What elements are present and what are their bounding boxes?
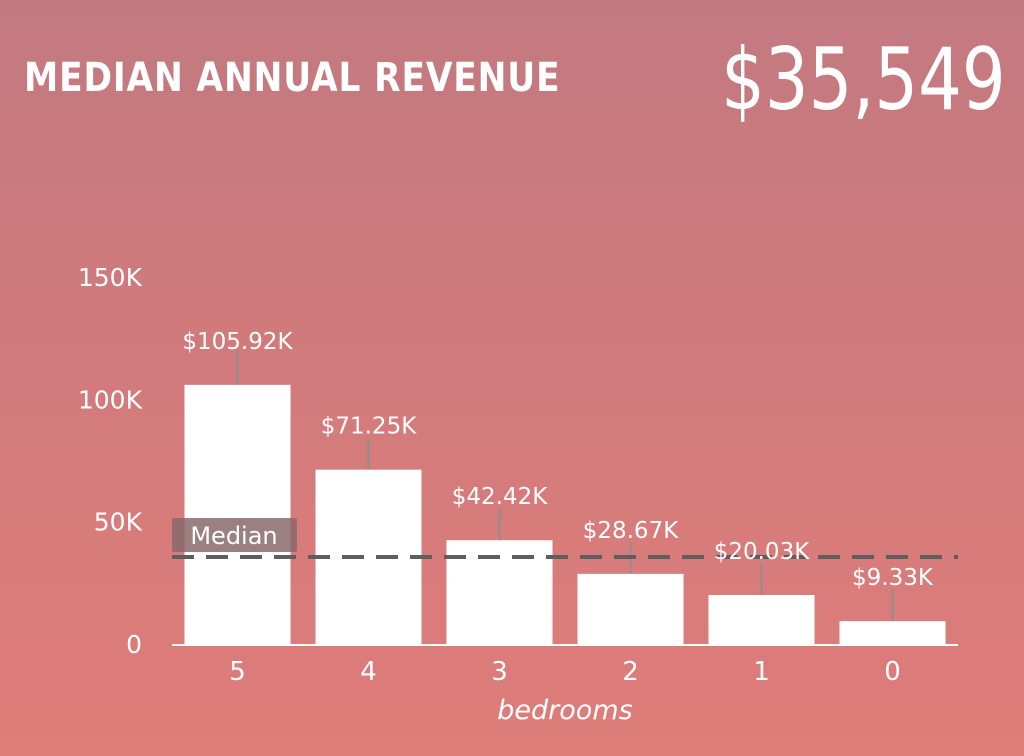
y-tick-label: 0 bbox=[126, 630, 142, 659]
bar bbox=[839, 621, 946, 644]
median-label: Median bbox=[190, 522, 277, 550]
y-axis-ticks: 0 50K 100K 150K bbox=[78, 263, 143, 659]
x-tick-label: 4 bbox=[360, 657, 377, 687]
bar bbox=[184, 384, 291, 644]
data-label: $42.42K bbox=[452, 484, 548, 510]
bar bbox=[708, 594, 815, 644]
x-tick-label: 3 bbox=[491, 657, 508, 687]
x-tick-label: 0 bbox=[884, 657, 901, 687]
x-axis-ticks: 5 4 3 2 1 0 bbox=[229, 657, 901, 687]
data-label: $20.03K bbox=[714, 539, 810, 565]
chart-title: MEDIAN ANNUAL REVENUE bbox=[24, 55, 561, 101]
median-revenue-value: $35,549 bbox=[721, 30, 1006, 130]
y-tick-label: 100K bbox=[78, 385, 143, 414]
bar bbox=[577, 573, 684, 644]
median-reference: Median bbox=[172, 518, 958, 560]
y-tick-label: 50K bbox=[94, 508, 143, 537]
data-label: $105.92K bbox=[182, 329, 293, 355]
x-tick-label: 5 bbox=[229, 657, 246, 687]
data-label: $71.25K bbox=[321, 414, 417, 440]
data-labels: $105.92K $71.25K $42.42K $28.67K $20.03K $9.3… bbox=[182, 329, 933, 591]
bars bbox=[184, 384, 946, 644]
median-label-box bbox=[172, 518, 297, 553]
data-label: $28.67K bbox=[583, 518, 679, 544]
x-axis-label: bedrooms bbox=[497, 695, 632, 726]
x-tick-label: 2 bbox=[622, 657, 639, 687]
x-tick-label: 1 bbox=[753, 657, 770, 687]
y-tick-label: 150K bbox=[78, 263, 143, 292]
bar bbox=[315, 469, 422, 644]
data-label: $9.33K bbox=[852, 565, 934, 591]
